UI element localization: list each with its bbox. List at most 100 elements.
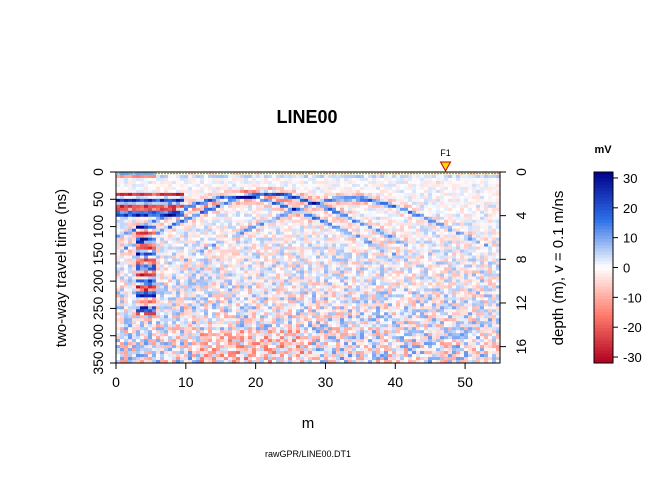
radargram-cell [360,234,365,239]
radargram-cell [368,222,373,227]
radargram-cell [156,339,161,343]
radargram-cell [408,285,413,289]
radargram-cell [304,213,309,218]
radargram-cell [200,180,205,185]
radargram-cell [212,174,217,179]
radargram-cell [396,273,401,278]
radargram-cell [124,180,129,185]
radargram-cell [376,306,381,310]
radargram-cell [168,336,173,340]
radargram-cell [292,180,297,185]
radargram-cell [348,258,353,263]
radargram-cell [420,360,425,364]
radargram-cell [144,312,149,316]
radargram-cell [144,342,149,346]
radargram-cell [168,234,173,239]
radargram-cell [152,198,157,203]
radargram-cell [288,186,293,191]
radargram-cell [416,201,421,206]
radargram-cell [348,321,353,325]
radargram-cell [216,231,221,236]
radargram-cell [408,294,413,298]
radargram-cell [152,303,157,307]
radargram-cell [360,177,365,182]
radargram-cell [168,231,173,236]
radargram-cell [140,255,145,260]
radargram-cell [368,294,373,298]
radargram-cell [308,195,313,200]
radargram-cell [320,348,325,352]
radargram-cell [256,186,261,191]
radargram-cell [336,213,341,218]
radargram-cell [380,174,385,179]
radargram-cell [176,222,181,227]
radargram-cell [228,300,233,304]
radargram-cell [276,177,281,182]
radargram-cell [284,234,289,239]
radargram-cell [180,240,185,245]
radargram-cell [120,324,125,328]
radargram-cell [396,246,401,251]
radargram-cell [352,309,357,313]
radargram-cell [124,288,129,292]
radargram-cell [392,279,397,284]
radargram-cell [212,351,217,355]
radargram-cell [336,261,341,266]
radargram-cell [332,177,337,182]
radargram-cell [320,300,325,304]
radargram-cell [184,222,189,227]
radargram-cell [388,264,393,269]
radargram-cell [288,291,293,295]
radargram-cell [172,342,177,346]
radargram-cell [416,324,421,328]
radargram-cell [280,243,285,248]
radargram-cell [280,249,285,254]
radargram-cell [136,279,141,284]
radargram-cell [208,342,213,346]
radargram-cell [312,339,317,343]
radargram-cell [144,288,149,292]
radargram-cell [168,219,173,224]
radargram-cell [160,354,165,358]
radargram-cell [356,174,361,179]
radargram-cell [160,192,165,197]
radargram-cell [408,279,413,284]
radargram-cell [156,303,161,307]
radargram-cell [192,225,197,230]
radargram-cell [132,360,137,364]
radargram-cell [164,333,169,337]
radargram-cell [136,309,141,313]
radargram-cell [164,195,169,200]
radargram-cell [368,186,373,191]
radargram-cell [184,330,189,334]
radargram-cell [416,339,421,343]
radargram-cell [176,213,181,218]
radargram-cell [340,237,345,242]
radargram-cell [312,294,317,298]
radargram-cell [412,216,417,221]
radargram-cell [380,291,385,295]
radargram-cell [332,276,337,281]
radargram-cell [320,360,325,364]
radargram-cell [164,342,169,346]
radargram-cell [140,321,145,325]
radargram-cell [208,273,213,278]
radargram-cell [188,276,193,281]
radargram-cell [136,243,141,248]
chart-title: LINE00 [276,107,337,127]
radargram-cell [192,231,197,236]
radargram-cell [192,327,197,331]
radargram-cell [372,219,377,224]
radargram-cell [220,357,225,361]
radargram-cell [424,177,429,182]
radargram-cell [356,219,361,224]
radargram-cell [156,273,161,278]
radargram-cell [128,198,133,203]
radargram-cell [324,189,329,194]
radargram-cell [396,183,401,188]
radargram-cell [240,261,245,266]
radargram-cell [384,339,389,343]
radargram-cell [360,222,365,227]
radargram-cell [172,270,177,275]
radargram-cell [252,306,257,310]
